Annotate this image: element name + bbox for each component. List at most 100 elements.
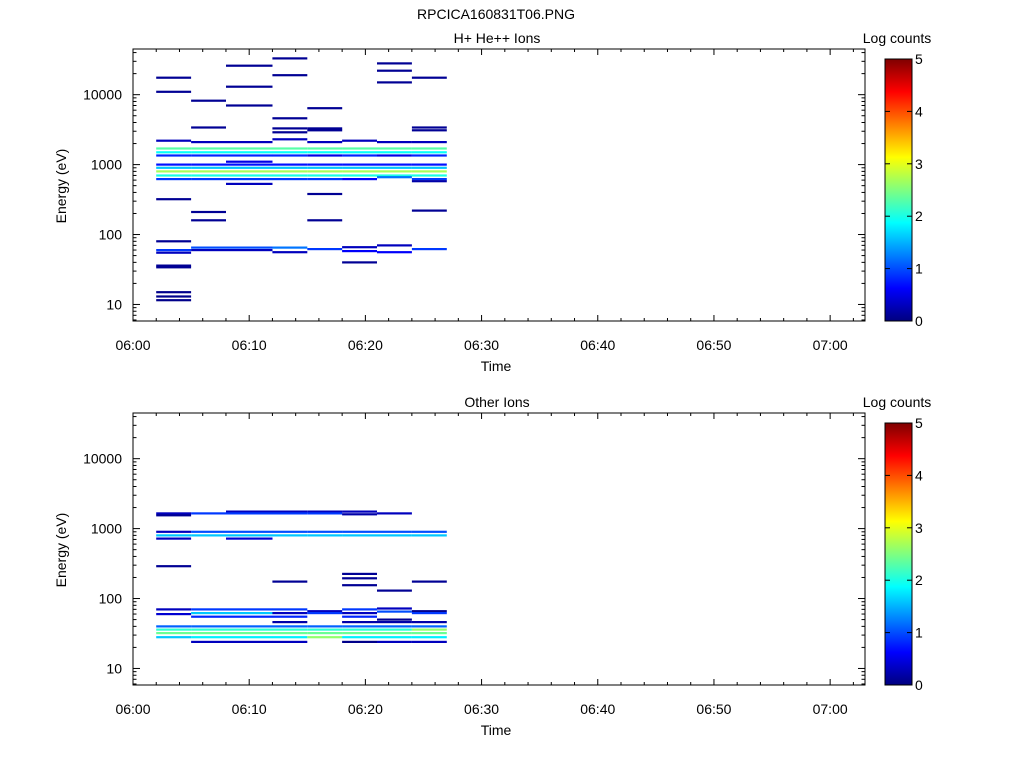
heatmap-cell xyxy=(342,513,377,516)
heatmap-cell xyxy=(342,151,377,154)
heatmap-cell xyxy=(156,76,192,79)
heatmap-cell xyxy=(272,74,308,77)
heatmap-cell xyxy=(272,178,308,181)
heatmap-cell xyxy=(411,580,447,583)
heatmap-cell xyxy=(226,530,273,533)
heatmap-cell xyxy=(191,147,226,150)
heatmap-cell xyxy=(342,612,377,615)
heatmap-cell xyxy=(191,625,226,628)
colorbar-tick-label: 2 xyxy=(915,208,923,224)
heatmap-cell xyxy=(191,512,226,515)
heatmap-cells xyxy=(156,510,447,643)
heatmap-cell xyxy=(377,589,412,592)
heatmap-cell xyxy=(411,126,447,129)
heatmap-cell xyxy=(191,219,226,222)
colorbar-label: Log counts xyxy=(863,30,932,46)
heatmap-cell xyxy=(156,530,192,533)
heatmap-cell xyxy=(191,154,226,157)
heatmap-cell xyxy=(226,182,273,185)
panel-title: Other Ions xyxy=(464,394,529,410)
heatmap-cell xyxy=(226,104,273,107)
heatmap-cell xyxy=(307,510,343,513)
heatmap-cell xyxy=(226,163,273,166)
x-tick-label: 06:40 xyxy=(580,701,615,717)
x-tick-label: 06:30 xyxy=(464,701,499,717)
heatmap-cell xyxy=(307,127,343,130)
x-tick-label: 06:20 xyxy=(348,337,383,353)
heatmap-cell xyxy=(156,90,192,93)
heatmap-cell xyxy=(226,246,273,249)
heatmap-cell xyxy=(226,636,273,639)
heatmap-cell xyxy=(307,174,343,177)
colorbar xyxy=(884,422,913,686)
x-tick-label: 06:50 xyxy=(696,337,731,353)
heatmap-cell xyxy=(156,625,192,628)
heatmap-cell xyxy=(377,628,412,631)
heatmap-cell xyxy=(342,632,377,635)
heatmap-cell xyxy=(342,625,377,628)
heatmap-cell xyxy=(411,621,447,624)
heatmap-cell xyxy=(156,163,192,166)
heatmap-cell xyxy=(377,170,412,173)
heatmap-cell xyxy=(272,580,308,583)
heatmap-cell xyxy=(156,139,192,142)
colorbar-tick-label: 4 xyxy=(915,467,923,483)
heatmap-cell xyxy=(191,178,226,181)
heatmap-cell xyxy=(377,610,412,613)
colorbar-tick-label: 2 xyxy=(915,572,923,588)
heatmap-cell xyxy=(156,147,192,150)
figure-title: RPCICA160831T06.PNG xyxy=(417,6,575,22)
heatmap-cell xyxy=(156,613,192,616)
heatmap-cell xyxy=(156,166,192,169)
heatmap-cell xyxy=(226,160,273,163)
colorbar xyxy=(884,58,913,322)
heatmap-cell xyxy=(342,530,377,533)
heatmap-cell xyxy=(156,565,192,568)
y-tick-label: 100 xyxy=(99,227,123,243)
heatmap-cell xyxy=(191,612,226,615)
heatmap-cell xyxy=(342,178,377,181)
heatmap-cell xyxy=(307,192,343,196)
heatmap-cell xyxy=(377,62,412,65)
heatmap-cell xyxy=(272,163,308,166)
plot-frame xyxy=(132,48,866,322)
heatmap-cell xyxy=(411,147,447,150)
heatmap-cell xyxy=(156,170,192,173)
heatmap-cell xyxy=(272,632,308,635)
heatmap-cell xyxy=(377,640,412,643)
heatmap-cell xyxy=(226,154,273,157)
heatmap-cell xyxy=(226,64,273,67)
heatmap-cell xyxy=(411,129,447,132)
heatmap-cell xyxy=(226,170,273,173)
heatmap-cell xyxy=(156,608,192,611)
heatmap-cell xyxy=(226,151,273,154)
heatmap-cell xyxy=(377,154,412,157)
heatmap-cell xyxy=(191,126,226,129)
heatmap-cell xyxy=(307,534,343,537)
heatmap-cell xyxy=(191,632,226,635)
heatmap-cell xyxy=(342,584,377,587)
heatmap-cell xyxy=(342,608,377,611)
heatmap-cell xyxy=(156,537,192,540)
heatmap-cell xyxy=(377,530,412,533)
heatmap-cell xyxy=(156,264,192,267)
heatmap-cell xyxy=(156,266,192,269)
heatmap-cell xyxy=(191,534,226,537)
heatmap-cell xyxy=(272,512,308,515)
heatmap-cell xyxy=(377,166,412,169)
heatmap-cell xyxy=(226,612,273,615)
heatmap-cell xyxy=(226,628,273,631)
heatmap-cell xyxy=(272,246,308,249)
heatmap-cell xyxy=(342,636,377,639)
heatmap-cell xyxy=(342,154,377,157)
heatmap-cell xyxy=(191,99,226,102)
heatmap-cell xyxy=(342,510,377,513)
heatmap-cell xyxy=(411,163,447,166)
heatmap-cell xyxy=(226,166,273,169)
heatmap-cell xyxy=(342,174,377,177)
heatmap-cell xyxy=(307,170,343,173)
x-axis-label: Time xyxy=(481,722,512,738)
heatmap-cell xyxy=(226,249,273,252)
heatmap-cell xyxy=(156,154,192,157)
heatmap-cell xyxy=(272,608,308,611)
